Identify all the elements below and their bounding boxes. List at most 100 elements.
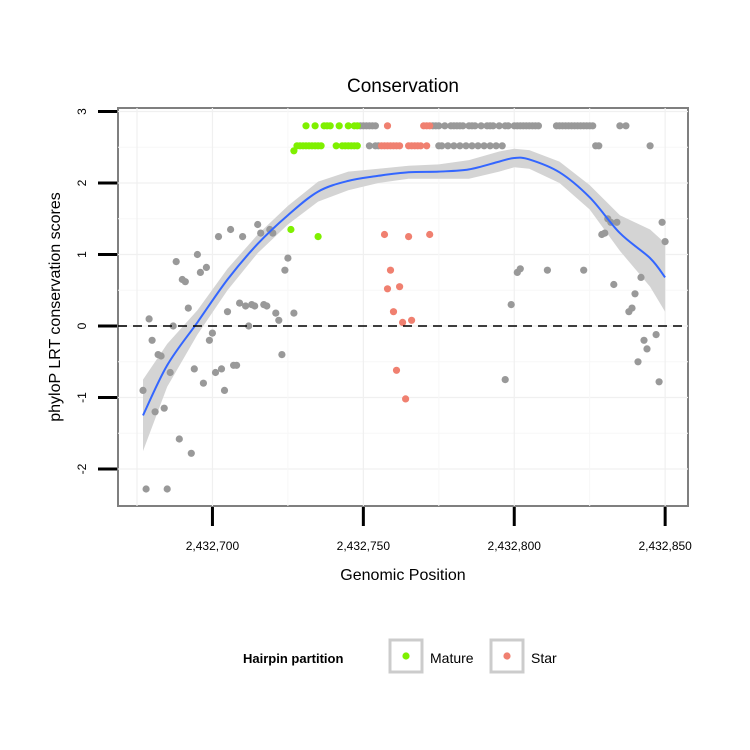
data-point-mature [344,122,352,130]
data-point-other [655,378,663,386]
data-point-mature [326,122,334,130]
legend-label-mature: Mature [430,650,474,666]
data-point-mature [287,225,295,234]
smooth-trend-line [142,156,666,416]
data-point-mature [317,142,325,150]
data-point-star [402,395,410,403]
data-point-other [236,299,244,307]
data-point-other [438,142,446,150]
data-point-mature [353,142,361,150]
data-point-other [151,408,159,416]
data-point-star [392,366,401,374]
data-point-other [251,302,259,310]
data-point-other [169,322,177,330]
data-point-other [486,142,494,150]
confidence-band [143,148,666,452]
data-point-other [199,379,207,387]
x-tick-label: 2,432,700 [186,539,240,553]
data-point-other [441,122,449,130]
data-point-other [652,331,660,339]
data-point-other [157,352,165,360]
data-point-other [220,386,229,394]
data-point-other [242,302,250,310]
data-point-other [190,365,198,373]
data-point-star [389,308,398,316]
chart-title: Conservation [347,76,459,97]
data-point-star [399,318,407,326]
data-point-other [272,309,280,317]
data-point-other [142,485,150,493]
data-point-other [145,315,153,323]
data-point-mature [302,122,310,130]
data-point-other [534,122,543,130]
data-point-other [640,336,648,344]
x-axis: 2,432,700 2,432,750 2,432,800 2,432,850 [186,507,692,553]
y-axis-title: phyloP LRT conservation scores [47,192,64,421]
data-point-other [492,142,500,150]
data-point-star [426,122,434,130]
grid-lines [118,108,688,506]
data-point-other [181,278,189,286]
data-point-other [223,308,232,316]
data-point-mature [311,122,319,130]
x-axis-title: Genomic Position [340,567,465,584]
data-point-star [396,283,404,291]
data-point-star [417,142,425,150]
data-point-other [471,122,479,130]
data-point-other [601,229,609,237]
legend-title: Hairpin partition [243,651,343,666]
data-point-other [254,220,262,229]
data-point-other [637,273,645,281]
plot-panel [117,107,689,507]
data-point-other [658,218,666,226]
data-point-other [202,263,210,271]
data-point-other [175,435,183,443]
data-point-other [166,368,174,377]
data-point-other [281,266,289,274]
data-point-other [196,268,204,276]
data-point-star [423,142,431,150]
legend: Hairpin partition Mature Star [243,638,557,674]
data-point-mature [353,122,361,130]
data-point-other [456,142,464,150]
data-point-other [628,304,636,312]
data-point-other [489,122,497,130]
y-tick-label: -2 [75,463,89,474]
y-axis: -2 -1 0 1 2 3 [75,108,117,474]
data-point-star [383,122,392,130]
data-point-other [595,142,603,150]
data-point-star [405,233,413,241]
data-point-other [516,265,524,273]
data-point-other [211,368,220,377]
data-point-star [386,266,395,274]
legend-label-star: Star [531,650,557,666]
data-point-other [263,302,271,310]
data-point-other [239,233,247,241]
data-point-other [622,122,630,130]
data-point-other [208,329,216,337]
data-point-other [139,386,147,394]
data-point-other [501,376,509,384]
data-point-other [480,142,488,150]
y-tick-label: 3 [75,108,89,115]
data-point-mature [335,122,343,130]
data-point-other [148,336,156,344]
data-point-other [187,449,195,457]
data-point-other [214,233,223,241]
data-point-other [634,358,642,366]
data-point-other [589,122,597,130]
data-point-other [233,361,241,369]
data-point-other [498,142,506,150]
data-point-other [371,122,379,130]
y-tick-label: 2 [75,179,89,186]
data-point-other [290,309,298,317]
legend-entry-star: Star [489,638,557,674]
data-point-mature [314,233,322,241]
data-point-other [610,280,618,289]
data-point-star [426,230,434,239]
data-point-other [172,258,180,266]
data-point-other [444,142,452,150]
data-point-other [495,122,503,130]
data-point-other [184,304,192,312]
